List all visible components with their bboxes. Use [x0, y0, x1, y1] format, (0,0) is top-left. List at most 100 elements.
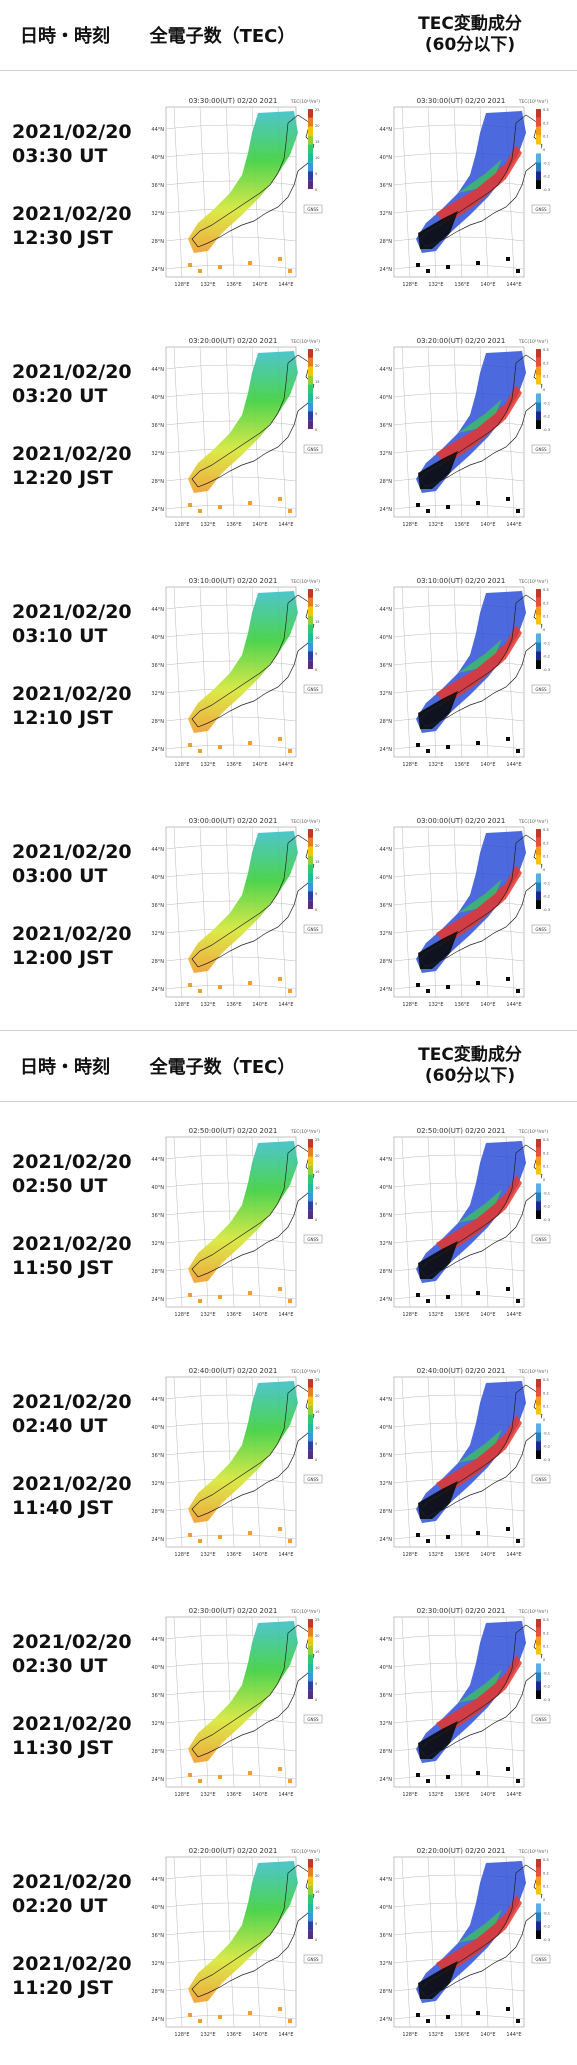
- colorbar-segment: [308, 109, 313, 118]
- colorbar-tick-label: -0.3: [543, 908, 550, 912]
- colorbar-segment: [308, 1930, 313, 1939]
- colorbar-tick-label: 10: [315, 1906, 320, 1910]
- latitude-tick-label: 40°N: [151, 1425, 164, 1431]
- longitude-tick-label: 132°E: [428, 762, 443, 768]
- island-station-marker: [416, 1293, 420, 1297]
- latitude-tick-label: 36°N: [379, 1453, 392, 1459]
- colorbar-tick-label: -0.2: [543, 895, 550, 899]
- latitude-tick-label: 32°N: [379, 691, 392, 697]
- colorbar-tick-label: 0.3: [543, 1858, 549, 1862]
- latitude-tick-label: 32°N: [379, 1721, 392, 1727]
- island-station-marker: [218, 1535, 222, 1539]
- latitude-tick-label: 24°N: [379, 747, 392, 753]
- colorbar-segment: [308, 1441, 313, 1451]
- colorbar-segment: [308, 1139, 313, 1148]
- colorbar-segment: [536, 900, 541, 909]
- latitude-tick-label: 36°N: [379, 1693, 392, 1699]
- colorbar-segment: [536, 135, 541, 145]
- colorbar-segment: [536, 837, 541, 847]
- latitude-tick-label: 44°N: [151, 1637, 164, 1643]
- table-row: 2021/02/20 02:50 UT 2021/02/20 11:50 JST 02:…: [0, 1105, 577, 1345]
- island-station-marker: [516, 509, 520, 513]
- table-row: 2021/02/20 02:30 UT 2021/02/20 11:30 JST 02:…: [0, 1585, 577, 1825]
- latitude-tick-label: 32°N: [379, 451, 392, 457]
- longitude-gridline: [225, 1856, 235, 2028]
- colorbar-segment: [536, 109, 541, 118]
- latitude-tick-label: 40°N: [151, 1905, 164, 1911]
- latitude-gridline: [393, 264, 525, 270]
- latitude-tick-label: 24°N: [379, 2017, 392, 2023]
- latitude-tick-label: 40°N: [379, 395, 392, 401]
- colorbar-segment: [536, 1423, 541, 1433]
- island-station-marker: [278, 737, 282, 741]
- longitude-tick-label: 136°E: [226, 762, 241, 768]
- colorbar-segment: [308, 1876, 313, 1886]
- colorbar-tick-label: 0.1: [543, 855, 549, 859]
- colorbar-segment: [308, 1450, 313, 1459]
- latitude-tick-label: 32°N: [379, 1241, 392, 1247]
- colorbar-tick-label: 0.1: [543, 1885, 549, 1889]
- colorbar-tick-label: -0.1: [543, 1191, 550, 1195]
- jst-date: 2021/02/20: [12, 1953, 132, 1975]
- colorbar-segment: [308, 589, 313, 598]
- tec-map: 03:20:00(UT) 02/20 2021 TEC(10¹⁶/m²) 44°N 4…: [151, 337, 323, 528]
- longitude-gridline: [401, 1856, 411, 2028]
- header-dtec-line2: (60分以下): [424, 35, 516, 55]
- colorbar-segment: [308, 597, 313, 607]
- colorbar-segment: [308, 1201, 313, 1211]
- island-station-marker: [476, 1291, 480, 1295]
- colorbar-segment: [536, 1379, 541, 1388]
- utc-time: 03:00 UT: [12, 865, 108, 887]
- longitude-tick-label: 144°E: [506, 762, 521, 768]
- latitude-tick-label: 28°N: [151, 959, 164, 965]
- colorbar-tick-label: 0: [315, 1218, 318, 1222]
- latitude-tick-label: 36°N: [151, 1213, 164, 1219]
- colorbar-segment: [536, 651, 541, 661]
- table-row: 2021/02/20 02:20 UT 2021/02/20 11:20 JST 02:…: [0, 1825, 577, 2065]
- island-station-marker: [446, 985, 450, 989]
- longitude-tick-label: 128°E: [402, 1792, 417, 1798]
- colorbar-segment: [308, 1396, 313, 1406]
- gnss-logo-text: GNSS: [535, 927, 547, 932]
- map-title: 02:30:00(UT) 02/20 2021: [189, 1607, 278, 1615]
- colorbar-tick-label: -0.2: [543, 415, 550, 419]
- island-station-marker: [476, 501, 480, 505]
- longitude-tick-label: 136°E: [226, 2032, 241, 2038]
- island-station-marker: [278, 497, 282, 501]
- colorbar-segment: [308, 162, 313, 172]
- colorbar-segment: [308, 1183, 313, 1193]
- colorbar-tick-label: 0.1: [543, 375, 549, 379]
- colorbar-segment: [308, 420, 313, 429]
- table-header-repeat: 日時・時刻 全電子数（TEC） TEC変動成分 (60分以下): [0, 1030, 577, 1102]
- island-station-marker: [188, 2013, 192, 2017]
- longitude-tick-label: 140°E: [252, 1552, 267, 1558]
- colorbar-tick-label: 25: [315, 1138, 320, 1142]
- colorbar-tick-label: 0.3: [543, 1378, 549, 1382]
- jst-date: 2021/02/20: [12, 683, 132, 705]
- colorbar-tick-label: -0.3: [543, 188, 550, 192]
- latitude-tick-label: 36°N: [151, 1933, 164, 1939]
- colorbar-segment: [308, 1654, 313, 1664]
- colorbar-segment: [536, 1903, 541, 1913]
- dtec-map: 03:30:00(UT) 02/20 2021 TEC(10¹⁶/m²) 44°N 4…: [379, 97, 551, 288]
- island-station-marker: [248, 1531, 252, 1535]
- longitude-tick-label: 132°E: [428, 522, 443, 528]
- latitude-tick-label: 36°N: [379, 663, 392, 669]
- dtec-negative-region: [418, 1481, 458, 1519]
- latitude-tick-label: 36°N: [379, 183, 392, 189]
- dtec-positive-band: [436, 1895, 522, 1975]
- dtec-map-cell: 02:20:00(UT) 02/20 2021 TEC(10¹⁶/m²) 44°N 4…: [366, 1843, 556, 2043]
- longitude-tick-label: 132°E: [200, 1002, 215, 1008]
- latitude-tick-label: 44°N: [151, 367, 164, 373]
- colorbar-segment: [308, 660, 313, 669]
- colorbar-tick-label: 25: [315, 828, 320, 832]
- gnss-logo-text: GNSS: [307, 1957, 319, 1962]
- dtec-positive-band: [436, 145, 522, 225]
- gnss-logo-text: GNSS: [535, 207, 547, 212]
- map-title: 02:50:00(UT) 02/20 2021: [189, 1127, 278, 1135]
- map-unit-label: TEC(10¹⁶/m²): [290, 1849, 321, 1855]
- colorbar-tick-label: 0.2: [543, 361, 549, 365]
- utc-time: 03:10 UT: [12, 625, 108, 647]
- map-title: 02:40:00(UT) 02/20 2021: [189, 1367, 278, 1375]
- dtec-map-cell: 03:10:00(UT) 02/20 2021 TEC(10¹⁶/m²) 44°N 4…: [366, 573, 556, 773]
